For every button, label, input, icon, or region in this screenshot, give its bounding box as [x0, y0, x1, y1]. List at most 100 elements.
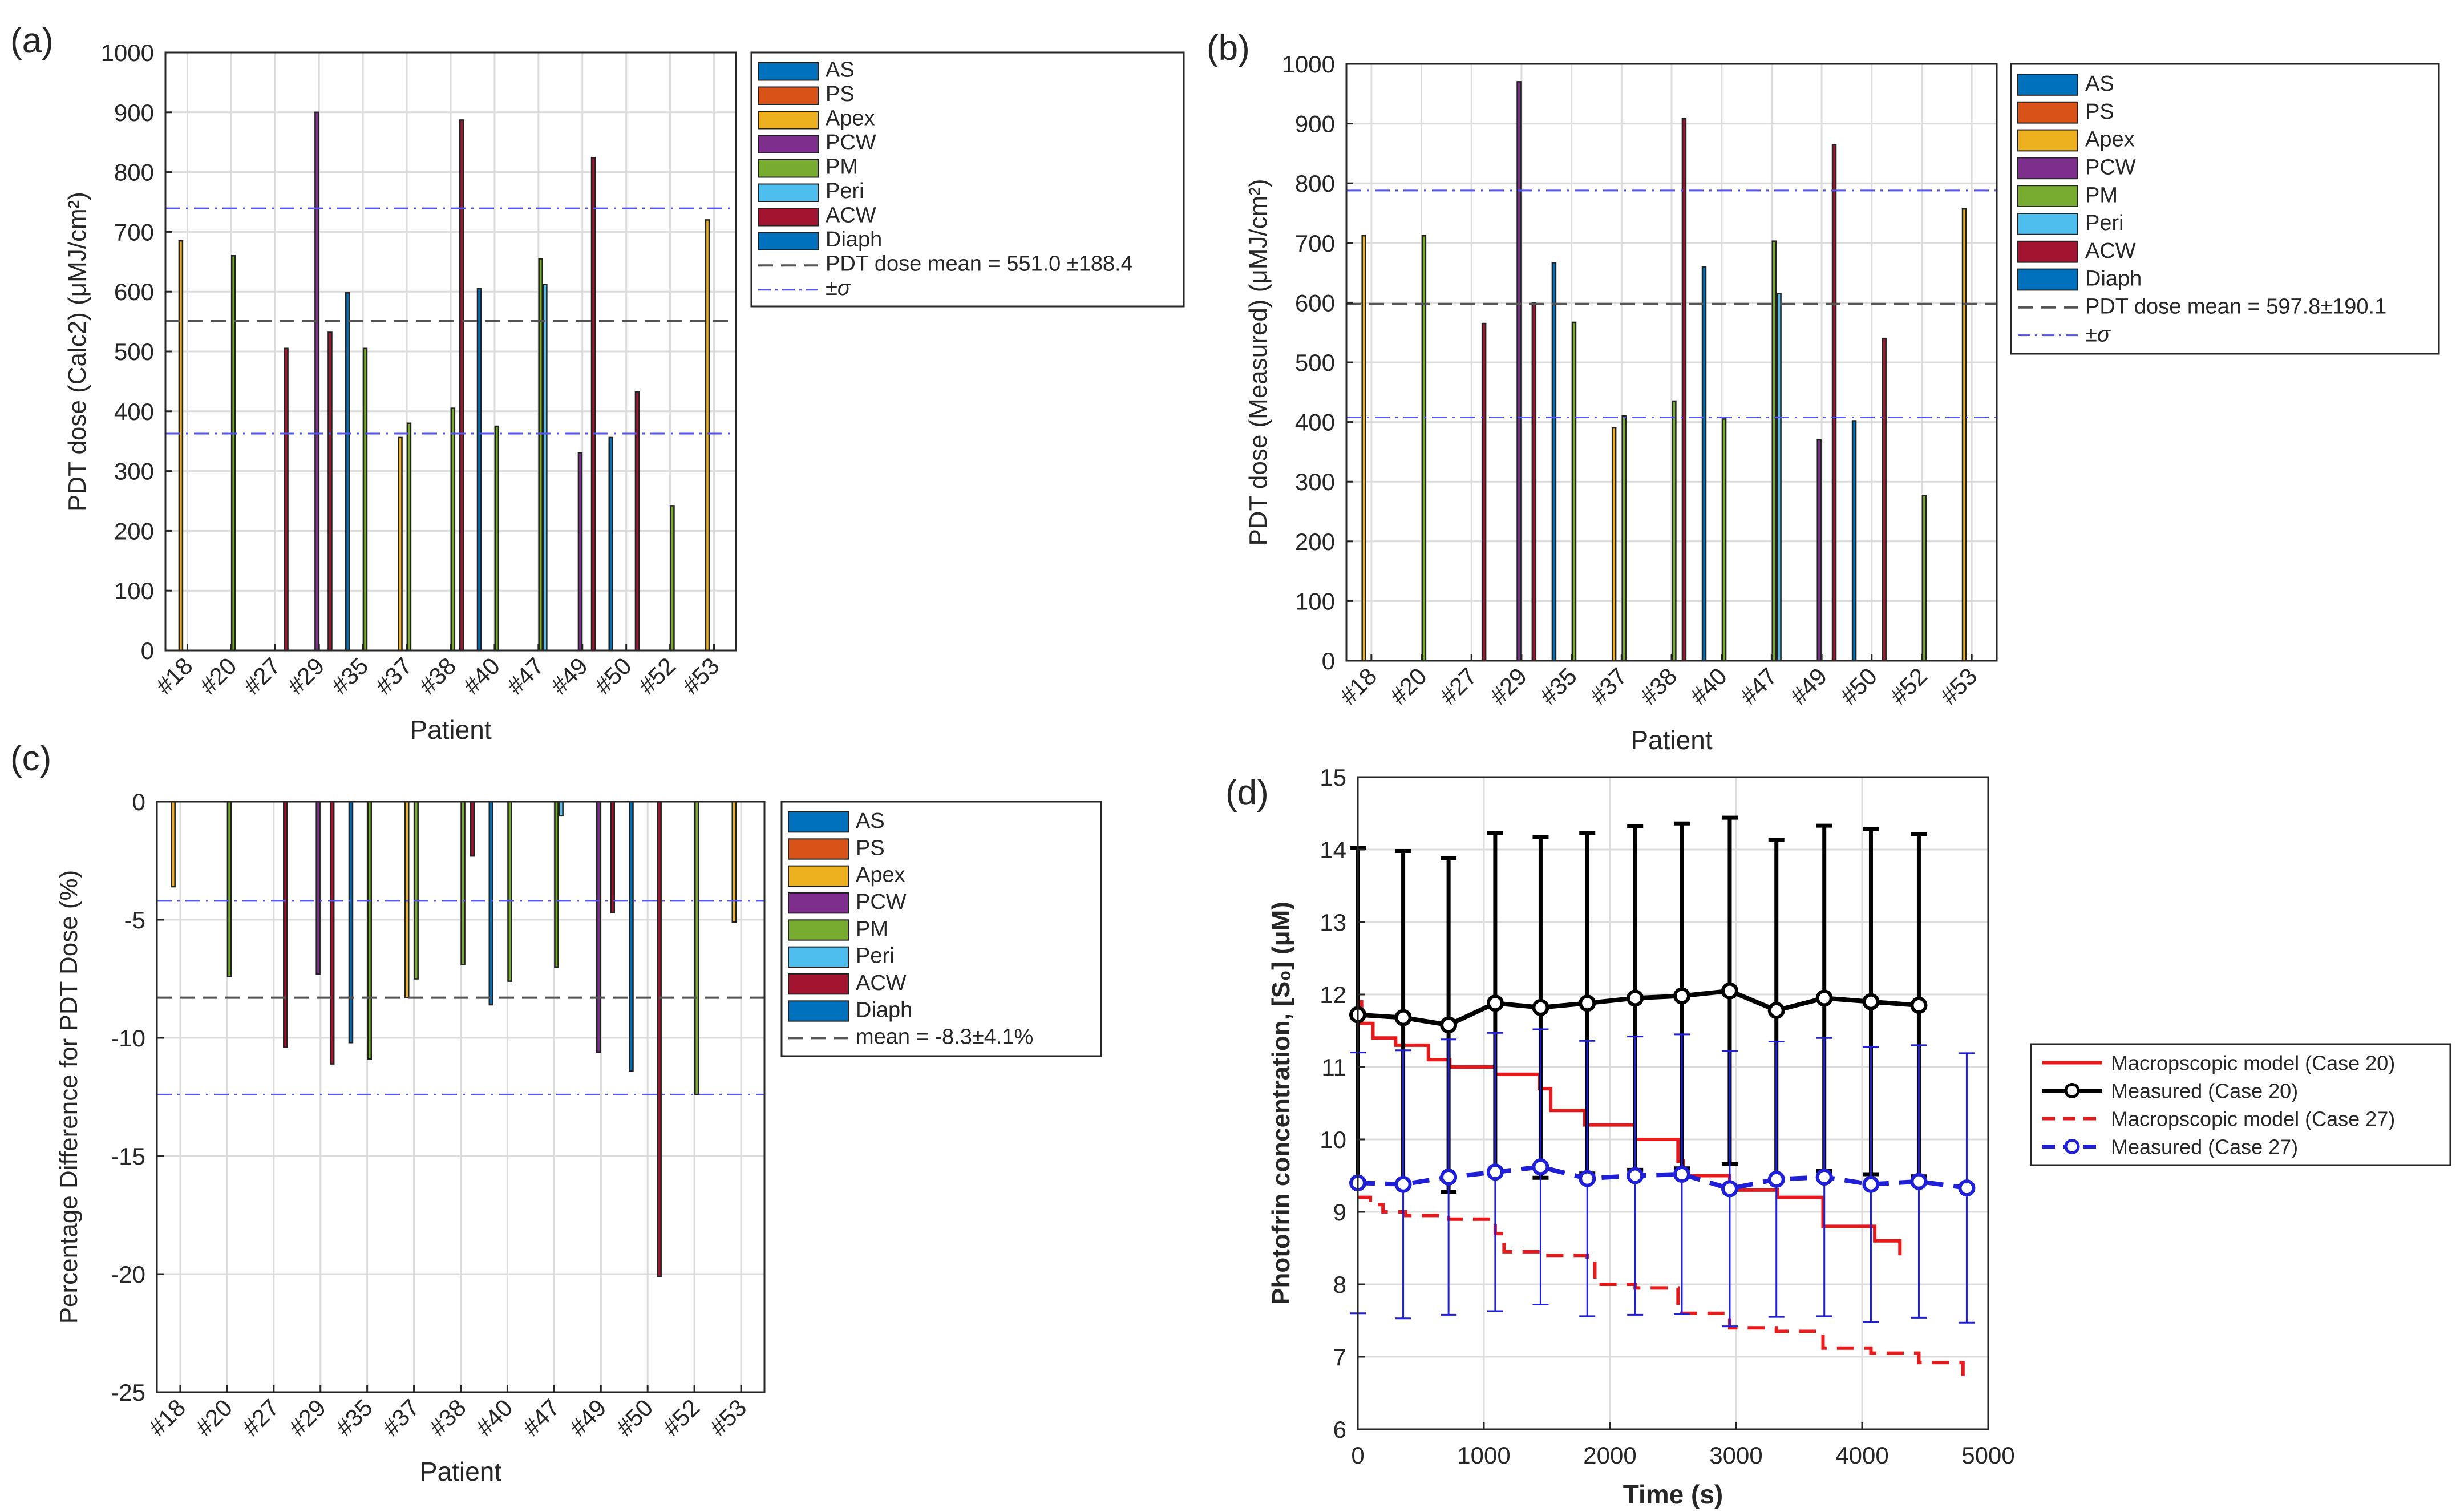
- bar-pm: [538, 258, 543, 652]
- bar-pm: [1771, 240, 1777, 662]
- data-point: [1862, 1175, 1880, 1193]
- series-0: [1358, 1000, 1902, 1256]
- bar-acw: [459, 119, 464, 652]
- y-tick-label: -15: [111, 1143, 145, 1170]
- bar-pm: [450, 407, 456, 652]
- data-point: [1767, 1001, 1785, 1019]
- x-tick-label: #35: [326, 652, 374, 700]
- x-tick-label: #27: [1435, 662, 1482, 710]
- legend-label: AS: [2085, 72, 2114, 96]
- y-tick-label: 200: [1295, 528, 1335, 555]
- x-tick-label: 4000: [1835, 1442, 1888, 1469]
- x-tick-label: #49: [564, 1394, 612, 1441]
- legend-box: [750, 51, 1185, 308]
- legend-swatch-pm: [2017, 185, 2078, 208]
- bar-pcw: [577, 452, 583, 652]
- bar-acw: [1882, 337, 1887, 662]
- x-tick-label: #52: [1885, 662, 1932, 710]
- y-tick-label: 9: [1333, 1199, 1346, 1226]
- data-point: [1486, 994, 1504, 1012]
- legend-swatch-diaph: [788, 1000, 849, 1022]
- bar-acw: [470, 801, 475, 857]
- legend-mean-label: PDT dose mean = 551.0 ±188.4: [826, 252, 1133, 276]
- legend-box: [2010, 63, 2440, 355]
- legend-label: PCW: [826, 131, 876, 155]
- y-tick-label: 900: [1295, 111, 1335, 138]
- legend-label: Macropscopic model (Case 27): [2111, 1107, 2395, 1131]
- x-tick-label: 2000: [1583, 1442, 1636, 1469]
- bar-peri: [1777, 293, 1782, 662]
- panel-label: (b): [1207, 29, 1250, 68]
- legend-label: Diaph: [856, 998, 912, 1022]
- legend-swatch-as: [2017, 74, 2078, 96]
- legend-label: AS: [826, 58, 855, 82]
- y-tick-label: 6: [1333, 1416, 1346, 1443]
- panel-c: (c)-25-20-15-10-50#18 #20 #27 #29 #35 #37 #38 #…: [10, 739, 1102, 1486]
- y-tick-label: 12: [1320, 981, 1346, 1008]
- x-tick-label: #18: [151, 652, 198, 700]
- series-2: [1358, 1195, 1965, 1380]
- y-tick-label: 300: [1295, 468, 1335, 495]
- bar-acw: [1681, 118, 1687, 662]
- data-point: [1579, 1170, 1596, 1187]
- x-tick-label: #38: [414, 652, 462, 700]
- y-tick-label: 500: [1295, 349, 1335, 376]
- bar-acw: [1531, 302, 1537, 662]
- series-line: [1358, 1000, 1902, 1256]
- bar-peri: [543, 284, 548, 652]
- legend-swatch-ps: [2017, 101, 2078, 124]
- bar-apex: [1961, 208, 1967, 662]
- bar-as: [1551, 262, 1557, 662]
- legend-label: Diaph: [826, 228, 882, 252]
- legend-sigma-label: ±σ: [2085, 322, 2111, 346]
- y-tick-label: 700: [1295, 230, 1335, 257]
- legend-label: PCW: [856, 890, 907, 914]
- series-1: [1349, 815, 1928, 1194]
- x-tick-label: #53: [705, 1394, 752, 1441]
- x-tick-label: #29: [282, 652, 330, 700]
- bar-pm: [1672, 400, 1677, 662]
- legend: Macropscopic model (Case 20) Measured (Ca…: [2030, 1043, 2451, 1166]
- x-tick-label: #35: [1535, 662, 1582, 710]
- x-tick-label: #20: [195, 652, 242, 700]
- y-tick-label: 0: [141, 637, 154, 664]
- x-tick-label: #47: [501, 652, 549, 700]
- bar-as: [488, 801, 493, 1006]
- data-point: [1440, 1169, 1458, 1186]
- x-tick-label: #47: [1735, 662, 1782, 710]
- legend-swatch-acw: [788, 973, 849, 995]
- bar-apex: [398, 436, 403, 652]
- x-tick-label: 0: [1351, 1442, 1364, 1469]
- data-point: [1862, 993, 1880, 1010]
- bar-pcw: [315, 801, 321, 975]
- bar-pm: [670, 505, 675, 652]
- x-tick-label: #49: [545, 652, 593, 700]
- x-tick-label: #50: [589, 652, 637, 700]
- bar-pm: [1421, 235, 1427, 662]
- legend-swatch-as: [788, 811, 849, 833]
- legend-label: Measured (Case 27): [2111, 1135, 2298, 1159]
- bar-acw: [1831, 143, 1837, 662]
- legend-swatch-ps: [788, 838, 849, 860]
- x-tick-label: 5000: [1961, 1442, 2014, 1469]
- legend-label: PCW: [2085, 156, 2136, 180]
- y-axis-label: PDT dose (Calc2) (μMJ/cm²): [63, 192, 91, 511]
- bar-pcw: [596, 801, 601, 1053]
- x-tick-label: #53: [677, 652, 725, 700]
- legend-label: Diaph: [2085, 267, 2142, 291]
- data-point: [1394, 1175, 1412, 1193]
- y-tick-label: 100: [114, 577, 154, 604]
- bar-as: [476, 288, 482, 652]
- bar-as: [608, 436, 614, 652]
- legend-label: Peri: [2085, 211, 2124, 235]
- legend-swatch-as: [758, 62, 819, 81]
- bar-apex: [404, 801, 410, 998]
- bar-acw: [634, 391, 640, 652]
- data-point: [1815, 1169, 1833, 1186]
- y-axis-label: PDT dose (Measured) (μMJ/cm²): [1244, 179, 1272, 545]
- bar-pm: [367, 801, 372, 1060]
- data-point: [1440, 1016, 1458, 1034]
- bar-pm: [1571, 321, 1577, 662]
- legend-label: PS: [856, 836, 885, 860]
